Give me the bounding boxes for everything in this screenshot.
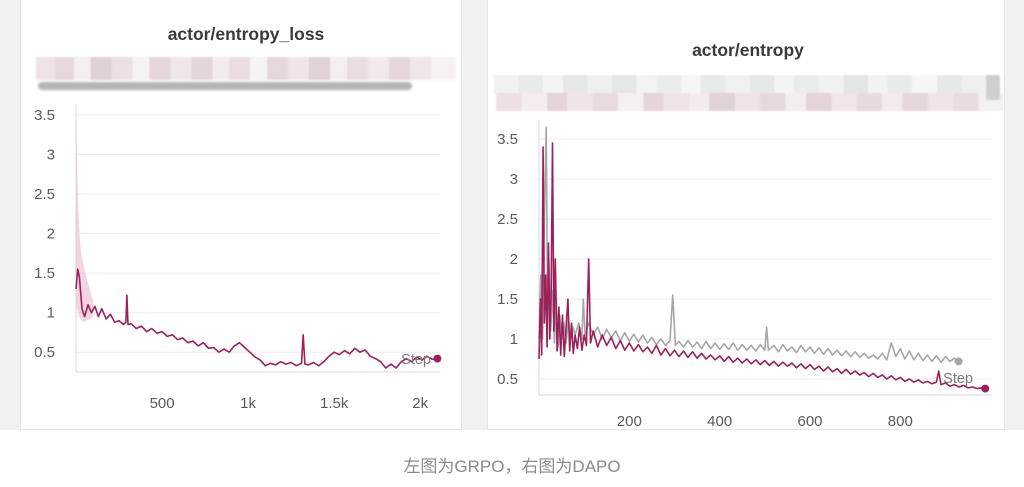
legend-redacted-right-top [494,75,986,94]
legend-redacted-right-end [986,75,1000,100]
series-line [538,126,960,363]
x-tick-label: 600 [797,413,822,430]
legend-redacted-right-bottom [496,93,1004,111]
legend-redacted-left [36,57,456,80]
x-tick-label: 2k [412,395,428,412]
x-tick-label: 1k [240,395,256,412]
legend-scrollbar-redacted [38,82,412,90]
y-tick-label: 1 [510,331,518,348]
chart-card-right [487,0,1005,430]
y-tick-label: 1 [47,305,55,322]
y-tick-label: 2.5 [497,211,518,228]
y-tick-label: 0.5 [497,371,518,388]
figure-caption: 左图为GRPO，右图为DAPO [403,457,621,476]
y-tick-label: 3 [47,147,55,164]
x-tick-label: 1.5k [320,395,349,412]
x-tick-label: 500 [150,395,175,412]
x-tick-label: 400 [707,413,732,430]
right-plot: 0.5 1 1.5 2 2.5 3 3.5 200 400 600 800 Step [497,120,992,430]
x-tick-label: 200 [617,413,642,430]
y-tick-label: 2.5 [34,186,55,203]
series-end-dot [954,357,963,366]
series-end-dot [981,384,990,393]
left-plot: 0.5 1 1.5 2 2.5 3 3.5 500 1k 1.5k 2k Step [34,104,442,412]
series-line [538,142,986,390]
series-line [75,268,438,369]
y-tick-label: 3.5 [497,131,518,148]
x-axis-label: Step [943,371,973,387]
plots-canvas: 0.5 1 1.5 2 2.5 3 3.5 500 1k 1.5k 2k Step 0.5 1 1.5 2 2… [34,104,992,430]
chart-title-left: actor/entropy_loss [167,24,325,44]
series-end-dot [433,354,442,363]
y-tick-label: 1.5 [34,265,55,282]
series-band [76,114,94,323]
y-tick-label: 0.5 [34,344,55,361]
chart-title-right: actor/entropy [692,40,804,60]
y-tick-label: 3.5 [34,107,55,124]
y-tick-label: 3 [510,171,518,188]
y-tick-label: 1.5 [497,291,518,308]
y-tick-label: 2 [510,251,518,268]
x-tick-label: 800 [888,413,913,430]
y-tick-label: 2 [47,226,55,243]
x-axis-label: Step [401,352,431,368]
